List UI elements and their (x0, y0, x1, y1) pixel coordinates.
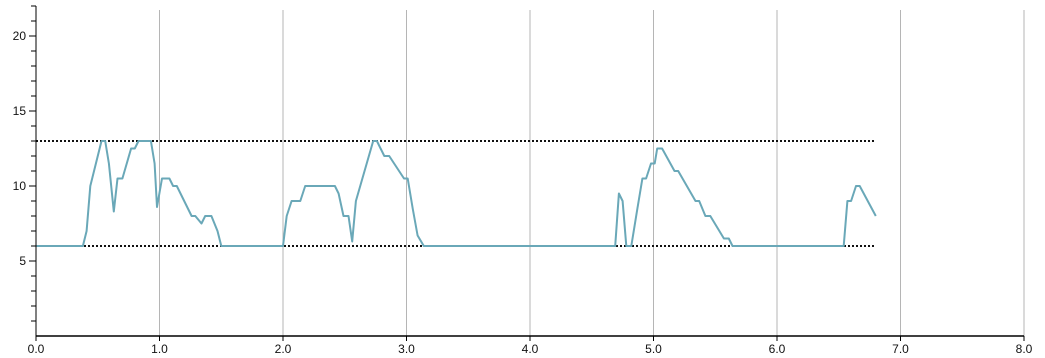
reference-lines (36, 140, 876, 247)
series-line (36, 140, 877, 247)
x-tick-label: 7.0 (892, 342, 909, 356)
x-axis-ticks: 0.0 1.0 2.0 3.0 4.0 5.0 6.0 7.0 8.0 (28, 336, 1033, 356)
x-tick-label: 1.0 (151, 342, 168, 356)
y-tick-label: 10 (13, 179, 27, 193)
x-tick-label: 0.0 (28, 342, 45, 356)
x-tick-label: 4.0 (522, 342, 539, 356)
vertical-grid (159, 10, 1025, 336)
x-tick-label: 2.0 (275, 342, 292, 356)
x-tick-label: 3.0 (398, 342, 415, 356)
y-tick-label: 5 (19, 254, 26, 268)
y-tick-label: 15 (13, 104, 27, 118)
y-axis-ticks: 5 10 15 20 (13, 5, 36, 322)
x-tick-label: 5.0 (645, 342, 662, 356)
x-tick-label: 8.0 (1016, 342, 1033, 356)
x-tick-label: 6.0 (769, 342, 786, 356)
y-tick-label: 20 (13, 29, 27, 43)
